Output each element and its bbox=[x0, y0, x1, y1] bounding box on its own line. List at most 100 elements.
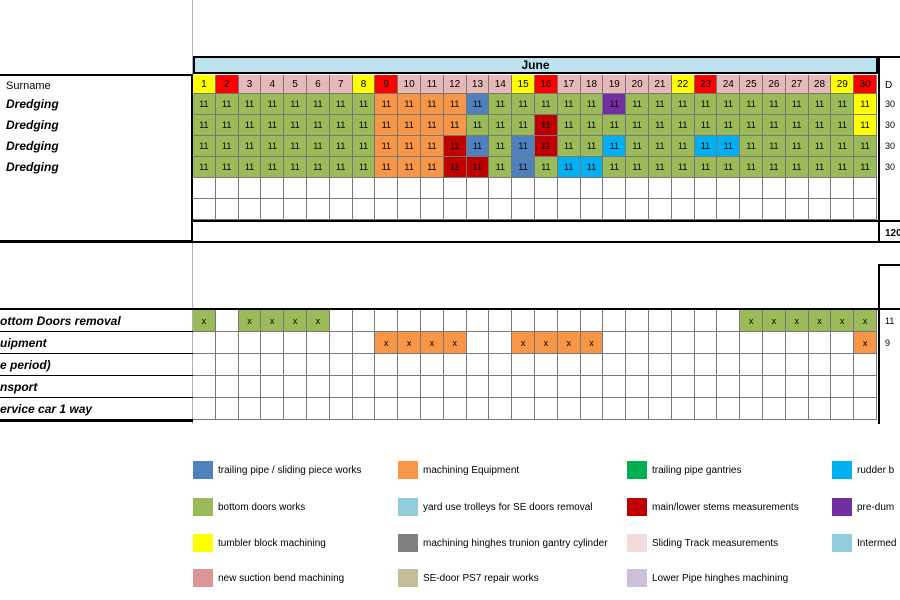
schedule-cell[interactable]: 11 bbox=[398, 136, 421, 157]
task-cell[interactable] bbox=[854, 376, 877, 398]
empty-cell[interactable] bbox=[831, 178, 855, 199]
empty-cell[interactable] bbox=[854, 178, 877, 199]
empty-cell[interactable] bbox=[398, 199, 421, 220]
schedule-cell[interactable]: 11 bbox=[694, 94, 718, 115]
task-cell[interactable] bbox=[649, 398, 672, 420]
task-cell[interactable] bbox=[649, 332, 672, 354]
empty-cell[interactable] bbox=[329, 199, 353, 220]
schedule-cell[interactable]: 11 bbox=[603, 94, 627, 115]
empty-cell[interactable] bbox=[466, 178, 490, 199]
task-cell[interactable] bbox=[466, 376, 490, 398]
task-cell[interactable] bbox=[694, 376, 718, 398]
task-cell[interactable] bbox=[284, 332, 307, 354]
task-cell[interactable] bbox=[557, 398, 581, 420]
schedule-cell[interactable]: 11 bbox=[649, 94, 672, 115]
task-cell[interactable] bbox=[398, 398, 421, 420]
empty-cell[interactable] bbox=[535, 199, 558, 220]
schedule-cell[interactable]: 11 bbox=[557, 136, 581, 157]
schedule-cell[interactable]: 11 bbox=[443, 94, 467, 115]
empty-cell[interactable] bbox=[535, 178, 558, 199]
schedule-cell[interactable]: 11 bbox=[580, 136, 604, 157]
task-cell[interactable] bbox=[512, 398, 535, 420]
task-cell[interactable] bbox=[603, 376, 627, 398]
schedule-cell[interactable]: 11 bbox=[808, 136, 832, 157]
schedule-cell[interactable]: 11 bbox=[375, 94, 399, 115]
task-cell[interactable] bbox=[421, 376, 444, 398]
schedule-cell[interactable]: 11 bbox=[284, 94, 307, 115]
task-cell[interactable] bbox=[785, 354, 809, 376]
schedule-cell[interactable]: 11 bbox=[489, 115, 513, 136]
task-cell[interactable] bbox=[763, 354, 786, 376]
empty-cell[interactable] bbox=[694, 199, 718, 220]
schedule-cell[interactable]: 11 bbox=[512, 115, 535, 136]
task-cell[interactable] bbox=[717, 310, 741, 332]
task-cell[interactable] bbox=[193, 332, 216, 354]
task-cell[interactable] bbox=[649, 376, 672, 398]
empty-cell[interactable] bbox=[785, 178, 809, 199]
schedule-cell[interactable]: 11 bbox=[763, 94, 786, 115]
task-cell[interactable] bbox=[238, 332, 262, 354]
task-cell[interactable] bbox=[717, 332, 741, 354]
task-cell[interactable] bbox=[831, 398, 855, 420]
task-cell[interactable] bbox=[603, 398, 627, 420]
empty-cell[interactable] bbox=[193, 178, 216, 199]
task-cell[interactable] bbox=[831, 354, 855, 376]
schedule-cell[interactable]: 11 bbox=[763, 157, 786, 178]
empty-cell[interactable] bbox=[215, 178, 239, 199]
schedule-cell[interactable]: 11 bbox=[854, 94, 877, 115]
schedule-cell[interactable]: 11 bbox=[649, 157, 672, 178]
empty-cell[interactable] bbox=[512, 178, 535, 199]
task-cell[interactable] bbox=[649, 310, 672, 332]
schedule-cell[interactable]: 11 bbox=[603, 115, 627, 136]
schedule-cell[interactable]: 11 bbox=[808, 157, 832, 178]
schedule-cell[interactable]: 11 bbox=[238, 136, 262, 157]
task-cell[interactable] bbox=[763, 398, 786, 420]
empty-cell[interactable] bbox=[261, 178, 285, 199]
schedule-cell[interactable]: 11 bbox=[717, 115, 741, 136]
empty-cell[interactable] bbox=[649, 199, 672, 220]
empty-cell[interactable] bbox=[763, 199, 786, 220]
schedule-cell[interactable]: 11 bbox=[352, 157, 376, 178]
task-cell[interactable]: x bbox=[763, 310, 786, 332]
task-cell[interactable] bbox=[694, 354, 718, 376]
schedule-cell[interactable]: 11 bbox=[284, 136, 307, 157]
task-cell[interactable] bbox=[785, 376, 809, 398]
task-cell[interactable] bbox=[489, 332, 513, 354]
schedule-cell[interactable]: 11 bbox=[443, 115, 467, 136]
empty-cell[interactable] bbox=[352, 178, 376, 199]
empty-cell[interactable] bbox=[421, 199, 444, 220]
task-cell[interactable]: x bbox=[740, 310, 763, 332]
empty-cell[interactable] bbox=[443, 178, 467, 199]
schedule-cell[interactable]: 11 bbox=[535, 115, 558, 136]
schedule-cell[interactable]: 11 bbox=[307, 94, 330, 115]
task-cell[interactable] bbox=[831, 332, 855, 354]
schedule-cell[interactable]: 11 bbox=[694, 136, 718, 157]
schedule-cell[interactable]: 11 bbox=[671, 94, 695, 115]
schedule-cell[interactable]: 11 bbox=[215, 94, 239, 115]
schedule-cell[interactable]: 11 bbox=[466, 136, 490, 157]
task-cell[interactable] bbox=[580, 398, 604, 420]
task-cell[interactable] bbox=[421, 354, 444, 376]
task-cell[interactable] bbox=[808, 376, 832, 398]
task-cell[interactable]: x bbox=[375, 332, 399, 354]
task-cell[interactable] bbox=[466, 354, 490, 376]
task-cell[interactable] bbox=[352, 398, 376, 420]
schedule-cell[interactable]: 11 bbox=[329, 136, 353, 157]
schedule-cell[interactable]: 11 bbox=[535, 94, 558, 115]
schedule-cell[interactable]: 11 bbox=[717, 136, 741, 157]
task-cell[interactable] bbox=[489, 310, 513, 332]
schedule-cell[interactable]: 11 bbox=[626, 136, 649, 157]
schedule-cell[interactable]: 11 bbox=[512, 157, 535, 178]
schedule-cell[interactable]: 11 bbox=[649, 115, 672, 136]
schedule-cell[interactable]: 11 bbox=[375, 136, 399, 157]
task-cell[interactable]: x bbox=[785, 310, 809, 332]
empty-cell[interactable] bbox=[831, 199, 855, 220]
task-cell[interactable] bbox=[580, 310, 604, 332]
task-cell[interactable] bbox=[215, 310, 239, 332]
task-cell[interactable]: x bbox=[284, 310, 307, 332]
schedule-cell[interactable]: 11 bbox=[808, 94, 832, 115]
schedule-cell[interactable]: 11 bbox=[717, 94, 741, 115]
task-cell[interactable] bbox=[785, 332, 809, 354]
schedule-cell[interactable]: 11 bbox=[626, 115, 649, 136]
schedule-cell[interactable]: 11 bbox=[261, 115, 285, 136]
